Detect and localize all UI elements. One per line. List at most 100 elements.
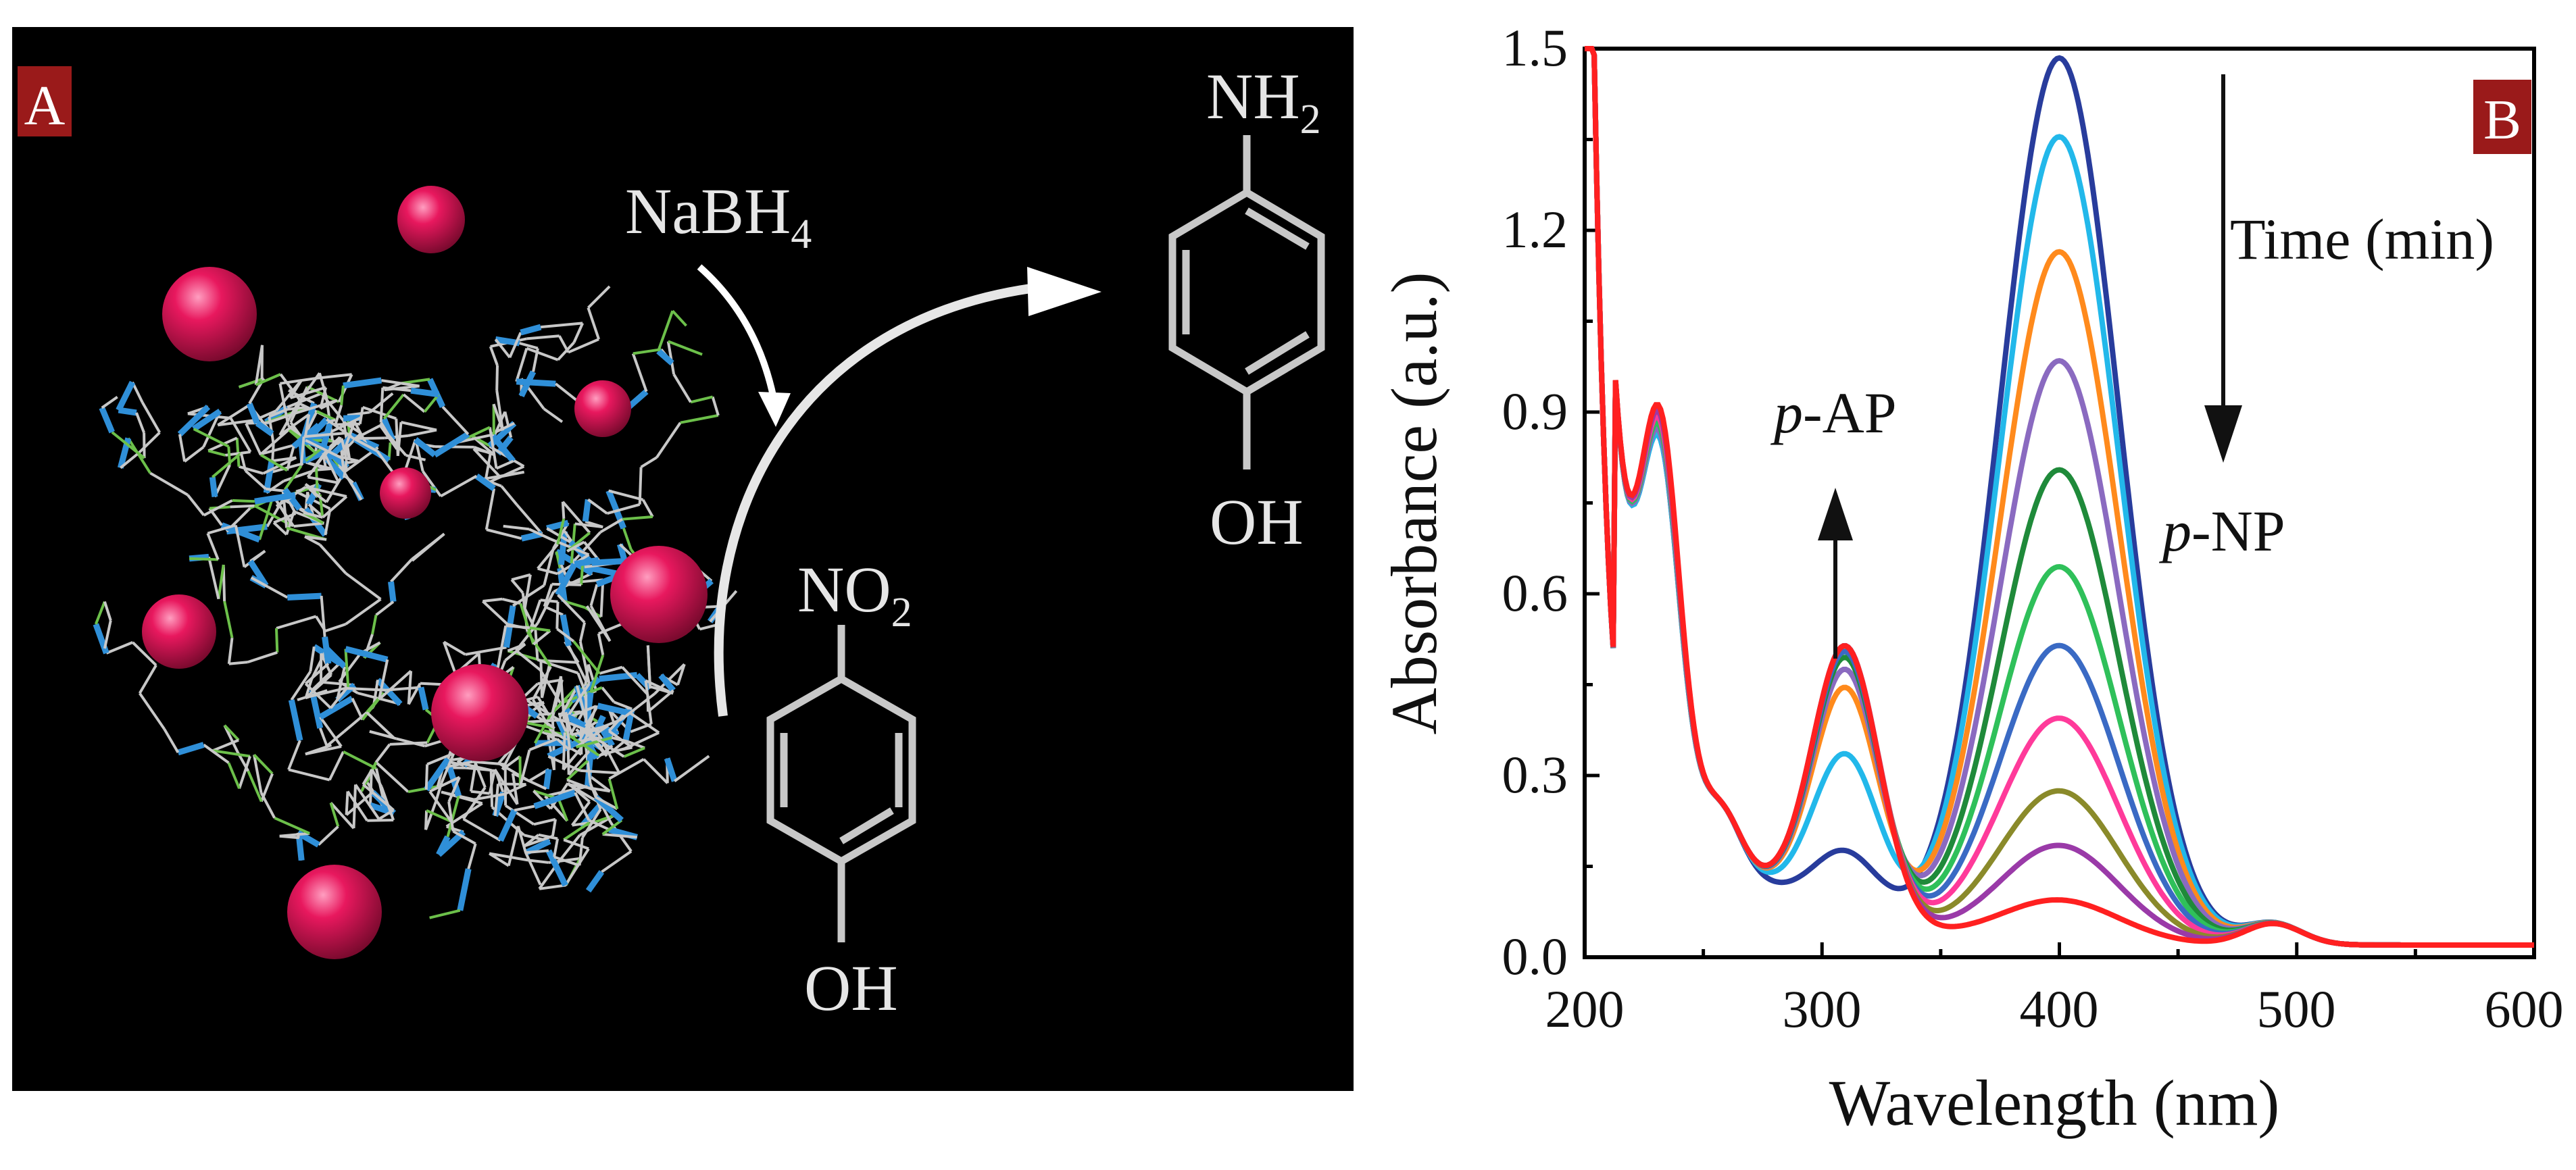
pap-arrowhead	[1818, 488, 1853, 540]
protein-bond	[239, 453, 247, 472]
protein-bond	[647, 689, 674, 713]
protein-bond	[304, 682, 332, 709]
protein-bond	[529, 626, 551, 632]
protein-bond	[555, 718, 571, 742]
protein-bond	[362, 769, 374, 786]
protein-bond	[422, 470, 442, 497]
protein-bond	[370, 769, 383, 788]
protein-bond	[293, 522, 324, 528]
product-molecule	[1168, 135, 1325, 469]
protein-bond	[528, 599, 542, 630]
protein-bond	[511, 573, 531, 582]
protein-bond	[329, 802, 340, 828]
protein-bond	[381, 379, 420, 388]
protein-bond	[343, 460, 348, 478]
protein-bond	[523, 607, 537, 631]
protein-bond	[405, 454, 426, 461]
nanoparticle	[287, 865, 382, 959]
protein-bond	[482, 597, 503, 603]
protein-bond	[578, 837, 584, 866]
protein-bond	[203, 499, 233, 517]
protein-bond	[335, 422, 360, 426]
protein-bond	[474, 473, 496, 491]
protein-bond	[362, 406, 397, 420]
protein-bond	[413, 437, 437, 457]
protein-bond	[285, 446, 295, 471]
protein-bond	[599, 665, 623, 675]
protein-bond	[290, 671, 312, 701]
protein-bond	[322, 495, 348, 519]
protein-bond	[621, 666, 649, 696]
protein-bond	[599, 517, 624, 534]
protein-bond	[671, 309, 687, 327]
protein-bond	[587, 498, 608, 515]
protein-bond	[595, 796, 618, 811]
protein-bond	[537, 543, 559, 569]
panel-b-label: B	[2483, 88, 2521, 151]
protein-bond	[578, 641, 591, 684]
protein-bond	[346, 790, 368, 821]
protein-bond	[622, 528, 633, 551]
protein-bond	[539, 660, 543, 698]
protein-bond	[557, 341, 575, 361]
protein-bond	[574, 557, 599, 567]
protein-bond	[307, 487, 328, 503]
protein-bond	[132, 641, 157, 667]
protein-bond	[340, 385, 345, 405]
protein-bond	[585, 870, 605, 893]
protein-bond	[569, 578, 603, 584]
protein-bond	[378, 659, 389, 700]
x-tick-label: 200	[1545, 980, 1625, 1038]
protein-bond	[94, 601, 106, 625]
protein-bond	[532, 630, 551, 646]
protein-bond	[318, 544, 347, 575]
protein-bond	[503, 524, 530, 531]
protein-bond	[467, 843, 477, 869]
protein-bond	[452, 830, 476, 845]
protein-bond	[178, 434, 187, 462]
protein-bond	[540, 599, 558, 603]
protein-bond	[230, 504, 255, 509]
protein-bond	[532, 790, 552, 810]
reactant-molecule	[766, 625, 916, 942]
reagent-arrowhead	[758, 392, 791, 427]
protein-bond	[563, 821, 590, 841]
y-tick-labels: 0.0 0.3 0.6 0.9 1.2 1.5	[1502, 18, 1568, 986]
protein-bond	[622, 515, 653, 521]
product-oh-label: OH	[1210, 486, 1304, 558]
protein-bond	[429, 775, 460, 793]
protein-bond	[537, 567, 558, 576]
protein-bond	[582, 499, 591, 522]
protein-bond	[496, 625, 507, 669]
nanoparticle	[162, 267, 257, 361]
protein-bond	[664, 757, 678, 782]
protein-bond	[426, 752, 455, 766]
protein-bond	[608, 489, 644, 501]
protein-bond	[192, 409, 222, 432]
protein-bond	[566, 540, 585, 553]
protein-bond	[303, 432, 346, 438]
protein-bond	[303, 511, 324, 519]
protein-bond	[202, 410, 222, 448]
protein-structure	[93, 285, 738, 919]
protein-bond	[657, 310, 674, 352]
protein-bond	[103, 601, 112, 621]
protein-bond	[402, 393, 426, 413]
protein-bond	[555, 738, 571, 751]
protein-bond	[487, 421, 517, 449]
pap-annotation: p-AP	[1770, 380, 1897, 445]
protein-bond	[447, 801, 455, 832]
protein-bond	[566, 714, 587, 730]
protein-bond	[423, 393, 440, 413]
y-axis-title: Absorbance (a.u.)	[1378, 272, 1450, 734]
protein-bond	[304, 662, 330, 685]
protein-bond	[388, 581, 397, 603]
protein-bond	[217, 564, 225, 599]
protein-bond	[347, 411, 370, 417]
protein-bond	[346, 687, 387, 692]
protein-bond	[533, 817, 556, 826]
protein-bond	[177, 742, 205, 756]
y-tick-label: 0.3	[1502, 745, 1568, 804]
protein-bond	[525, 849, 549, 855]
